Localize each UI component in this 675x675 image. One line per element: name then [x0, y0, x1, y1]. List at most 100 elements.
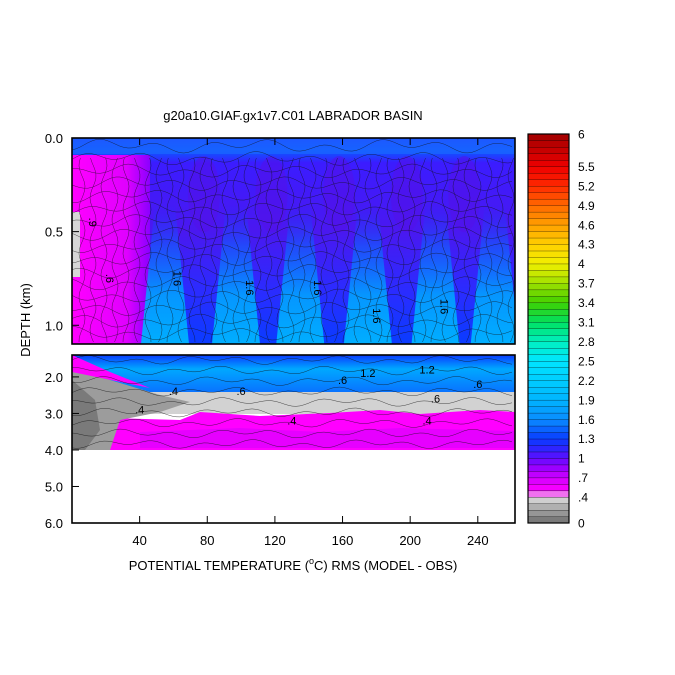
colorbar-labels: 6 5.5 5.2 4.9 4.6 4.3 4 3.7 3.4 3.1 2.8 2.5 2.2 1.9 1.… [578, 128, 595, 531]
contour-line [254, 157, 262, 343]
lower-panel-frame [71, 354, 516, 524]
light-blue-column [470, 203, 515, 344]
contour-line [320, 157, 328, 343]
colorbar-tick-label: .4 [578, 491, 588, 505]
upper-contour-labels: 1.6 1.6 1.6 1.6 1.6 .9 .6 [86, 218, 450, 324]
colorbar-band [527, 451, 570, 459]
colorbar-band [527, 328, 570, 336]
contour-line [89, 157, 97, 343]
colorbar-band [527, 490, 570, 498]
colorbar-band [527, 140, 570, 148]
colorbar-band [527, 419, 570, 427]
lower-contour-lines [72, 355, 513, 449]
contour-label: .4 [287, 415, 296, 427]
contour-label: .6 [103, 274, 115, 283]
colorbar-band [527, 373, 570, 381]
gray-low-region [72, 212, 80, 277]
contour-line [309, 157, 317, 343]
colorbar-band [527, 172, 570, 180]
colorbar-tick-label: 1 [578, 452, 585, 466]
colorbar-band [527, 282, 570, 291]
contour-line [122, 157, 130, 343]
colorbar-band [527, 244, 570, 252]
contour-label: 1.2 [419, 364, 434, 376]
contour-label: .6 [236, 386, 245, 398]
colorbar-tick-label: 2.2 [578, 374, 595, 388]
contour-line [72, 386, 513, 397]
y-tick-label: 5.0 [45, 479, 63, 494]
colorbar-band [527, 185, 570, 193]
contour-line [507, 157, 515, 343]
colorbar-band [527, 133, 570, 141]
upper-contour-lines [72, 138, 515, 343]
colorbar-band [527, 380, 570, 388]
contour-line [342, 157, 350, 343]
contour-line [72, 201, 513, 216]
colorbar-band [527, 464, 570, 472]
contour-line [287, 157, 295, 343]
x-tick-label: 200 [399, 533, 421, 548]
contour-line [375, 157, 383, 343]
contour-line [353, 157, 361, 343]
purple-patch [255, 156, 288, 233]
colorbar-band [527, 218, 570, 226]
left-gray-wedge [72, 362, 190, 455]
contour-line [177, 157, 185, 343]
contour-line [364, 157, 372, 343]
chart-title: g20a10.GIAF.gx1v7.C01 LABRADOR BASIN [163, 108, 422, 123]
contour-label: 1.6 [170, 271, 182, 286]
contour-line [144, 157, 152, 343]
contour-line [72, 251, 513, 266]
contour-label: .6 [431, 393, 440, 405]
colorbar-band [527, 295, 570, 304]
contour-line [408, 157, 416, 343]
colorbar-band [527, 205, 570, 213]
contour-line [430, 157, 438, 343]
contour-line [397, 157, 405, 343]
contour-label: 1.6 [438, 299, 450, 314]
colorbar-tick-label: 4 [578, 257, 585, 271]
colorbar-band [527, 146, 570, 154]
contour-label: .6 [473, 379, 482, 391]
colorbar-band [527, 198, 570, 206]
colorbar-band [527, 289, 570, 297]
contour-line [232, 157, 240, 343]
light-blue-column [343, 203, 392, 344]
contour-line [155, 157, 163, 343]
colorbar-band [527, 432, 570, 440]
colorbar-band [527, 315, 570, 323]
colorbar-band [527, 399, 570, 407]
x-tick-label: 120 [264, 533, 286, 548]
contour-line [72, 276, 513, 291]
colorbar-tick-label: 1.9 [578, 393, 595, 407]
contour-line [199, 157, 207, 343]
lower-contour-labels: .4.6.6.6.4.4.4.61.2 1.2 [135, 364, 482, 427]
colorbar-tick-label: 0 [578, 517, 585, 531]
contour-line [78, 157, 86, 343]
x-axis-label-superscript: o [309, 556, 314, 566]
colorbar-tick-label: 4.3 [578, 238, 595, 252]
contour-line [463, 157, 471, 343]
colorbar-tick-label: 5.5 [578, 160, 595, 174]
x-tick-label: 40 [132, 533, 146, 548]
colorbar-band [527, 425, 570, 433]
colorbar-band [527, 438, 570, 446]
contour-line [452, 157, 460, 343]
purple-patch [390, 156, 423, 233]
upper-panel-field: 1.6 1.6 1.6 1.6 1.6 .9 .6 [72, 138, 515, 344]
contour-line [188, 157, 196, 343]
colorbar-band [527, 166, 570, 174]
contour-label: .4 [135, 404, 144, 416]
contour-line [72, 213, 513, 229]
upper-panel-frame [71, 137, 516, 345]
colorbar-band [527, 159, 570, 167]
colorbar-band [527, 276, 570, 284]
colorbar-band [527, 302, 570, 310]
contour-line [72, 264, 513, 279]
colorbar-band [527, 179, 570, 187]
colorbar-tick-label: 6 [578, 128, 585, 142]
colorbar-band [527, 211, 570, 219]
contour-line [111, 157, 119, 343]
contour-line [419, 157, 427, 343]
